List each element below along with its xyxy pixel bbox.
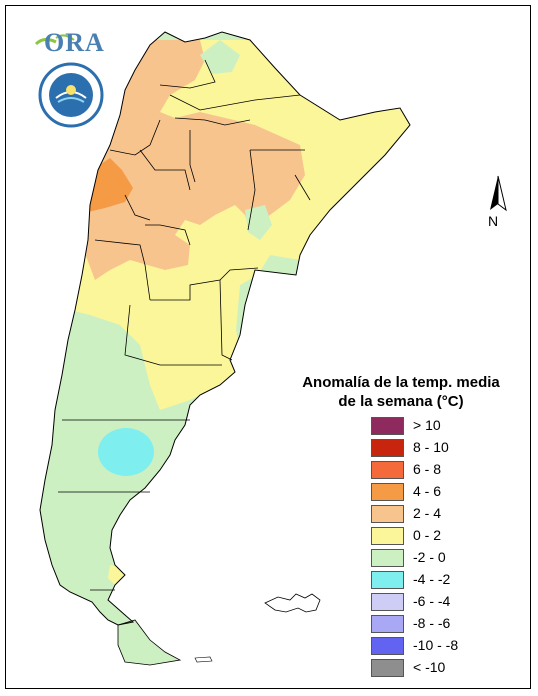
map-region-cold-m4-m2 <box>98 428 154 476</box>
legend-title: Anomalía de la temp. media de la semana … <box>292 373 510 411</box>
legend: > 10 8 - 10 6 - 8 4 - 6 2 - 4 0 - 2 -2 - 0 -4 -… <box>371 416 511 680</box>
legend-title-line2: de la semana (°C) <box>338 393 464 410</box>
ora-logo-icon <box>34 34 75 46</box>
legend-label: -8 - -6 <box>413 615 451 631</box>
malvinas-islands <box>264 593 321 613</box>
map-region-cool-northeast <box>200 40 240 74</box>
legend-label: -4 - -2 <box>413 571 451 587</box>
legend-item: > 10 <box>371 416 511 437</box>
isla-estados <box>194 656 213 663</box>
legend-swatch <box>371 593 404 611</box>
north-label: N <box>488 213 499 229</box>
north-arrow-icon <box>490 175 507 212</box>
legend-swatch <box>371 659 404 677</box>
legend-swatch <box>371 549 404 567</box>
legend-label: < -10 <box>413 659 446 675</box>
legend-item: 4 - 6 <box>371 482 511 503</box>
legend-label: 6 - 8 <box>413 461 442 477</box>
legend-swatch <box>371 615 404 633</box>
province-borders <box>58 59 311 591</box>
legend-item: 8 - 10 <box>371 438 511 459</box>
legend-item: -4 - -2 <box>371 570 511 591</box>
smn-seal-icon <box>38 62 104 128</box>
legend-label: -2 - 0 <box>413 549 446 565</box>
legend-item: < -10 <box>371 658 511 679</box>
legend-label: 4 - 6 <box>413 483 442 499</box>
map-region-warm-4-6 <box>88 158 133 212</box>
map-region-cool-west <box>245 205 272 240</box>
legend-label: -10 - -8 <box>413 637 459 653</box>
legend-item: 2 - 4 <box>371 504 511 525</box>
legend-label: 0 - 2 <box>413 527 442 543</box>
legend-item: -6 - -4 <box>371 592 511 613</box>
legend-swatch <box>371 483 404 501</box>
legend-swatch <box>371 461 404 479</box>
legend-label: > 10 <box>413 417 441 433</box>
legend-item: 6 - 8 <box>371 460 511 481</box>
legend-title-line1: Anomalía de la temp. media <box>302 374 500 391</box>
legend-swatch <box>371 527 404 545</box>
legend-swatch <box>371 637 404 655</box>
legend-item: -8 - -6 <box>371 614 511 635</box>
legend-item: 0 - 2 <box>371 526 511 547</box>
legend-swatch <box>371 439 404 457</box>
legend-label: 2 - 4 <box>413 505 442 521</box>
legend-swatch <box>371 417 404 435</box>
legend-item: -2 - 0 <box>371 548 511 569</box>
tierra-del-fuego <box>117 619 182 666</box>
map-region-cool-center <box>236 268 310 360</box>
legend-item: -10 - -8 <box>371 636 511 657</box>
legend-label: 8 - 10 <box>413 439 449 455</box>
legend-swatch <box>371 571 404 589</box>
legend-label: -6 - -4 <box>413 593 451 609</box>
ora-logo-text: ORA <box>44 28 105 57</box>
legend-swatch <box>371 505 404 523</box>
